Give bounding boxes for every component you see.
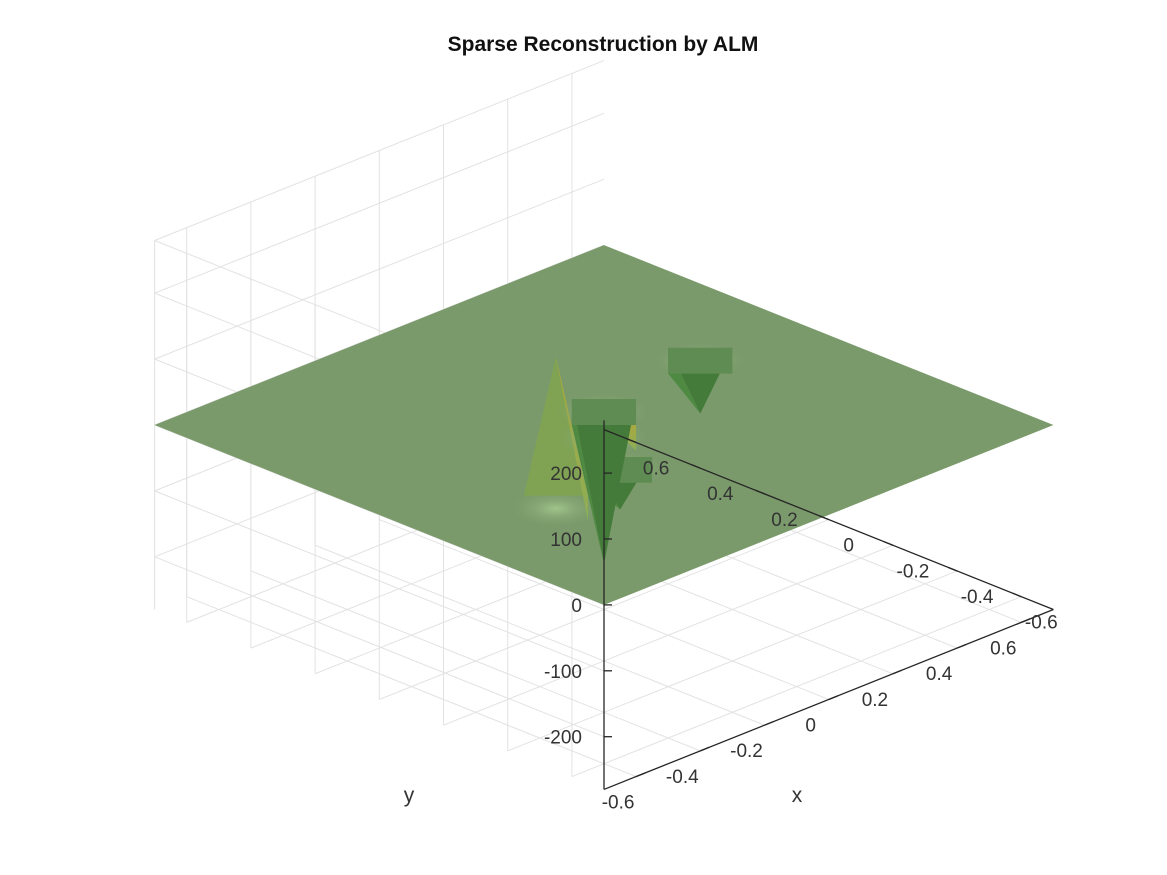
x-tick-label: -0.6 — [1025, 613, 1058, 634]
y-tick-label: -0.6 — [602, 793, 635, 814]
y-tick-mark — [1021, 618, 1031, 623]
x-tick-mark — [691, 463, 701, 469]
spikes — [507, 340, 749, 564]
z-tick-label: -100 — [544, 662, 582, 683]
chart-title: Sparse Reconstruction by ALM — [448, 33, 759, 56]
x-tick-label: 0.6 — [643, 458, 669, 479]
x-tick-mark — [626, 438, 637, 444]
y-tick-label: 0.2 — [862, 690, 888, 711]
x-tick-mark — [883, 541, 894, 546]
z-tick-label: 200 — [550, 464, 582, 485]
y-tick-mark — [828, 695, 838, 701]
y-tick-label: -0.4 — [666, 767, 699, 788]
tick-labels: -200 -100 0 100 200 -0.6 -0.4 -0.2 0 0.2 0.4 0.6 -0.… — [544, 458, 1058, 813]
y-axis-label: y — [404, 784, 415, 807]
y-tick-label: 0.4 — [926, 664, 953, 685]
box-edge — [154, 60, 605, 241]
x-tick-mark — [947, 566, 958, 572]
x-tick-label: -0.4 — [961, 587, 994, 608]
x-tick-label: 0.2 — [771, 510, 797, 531]
grid-line — [250, 570, 701, 752]
x-tick-label: 0 — [843, 536, 854, 557]
y-tick-mark — [700, 746, 710, 752]
grid-line — [154, 424, 605, 606]
x-tick-mark — [1012, 592, 1022, 598]
grid-line — [186, 596, 637, 778]
z-tick-label: 0 — [571, 596, 582, 617]
x-tick-mark — [819, 515, 829, 521]
y-tick-label: 0 — [805, 715, 816, 736]
grid-line — [314, 544, 765, 726]
x-tick-label: 0.4 — [707, 484, 734, 505]
y-tick-label: 0.6 — [990, 638, 1016, 659]
z-tick-label: -200 — [544, 728, 582, 749]
z-tick-label: 100 — [550, 530, 582, 551]
axes — [603, 420, 1054, 791]
y-tick-mark — [892, 669, 903, 675]
y-tick-mark — [764, 720, 774, 726]
grid-line — [154, 178, 605, 360]
spike-face — [571, 399, 604, 564]
grid-line — [154, 112, 605, 294]
y-tick-mark — [956, 643, 967, 649]
spike-rim — [668, 347, 733, 374]
spike-rim — [571, 399, 637, 425]
grid-line — [154, 490, 605, 672]
y-tick-mark — [635, 772, 646, 778]
x-tick-label: -0.2 — [897, 561, 930, 582]
grid-line — [154, 556, 605, 738]
x-tick-mark — [755, 489, 765, 495]
spike-shadow — [507, 488, 604, 529]
spike-face — [523, 357, 588, 496]
y-tick-label: -0.2 — [730, 741, 763, 762]
x-axis-label: x — [792, 784, 803, 807]
